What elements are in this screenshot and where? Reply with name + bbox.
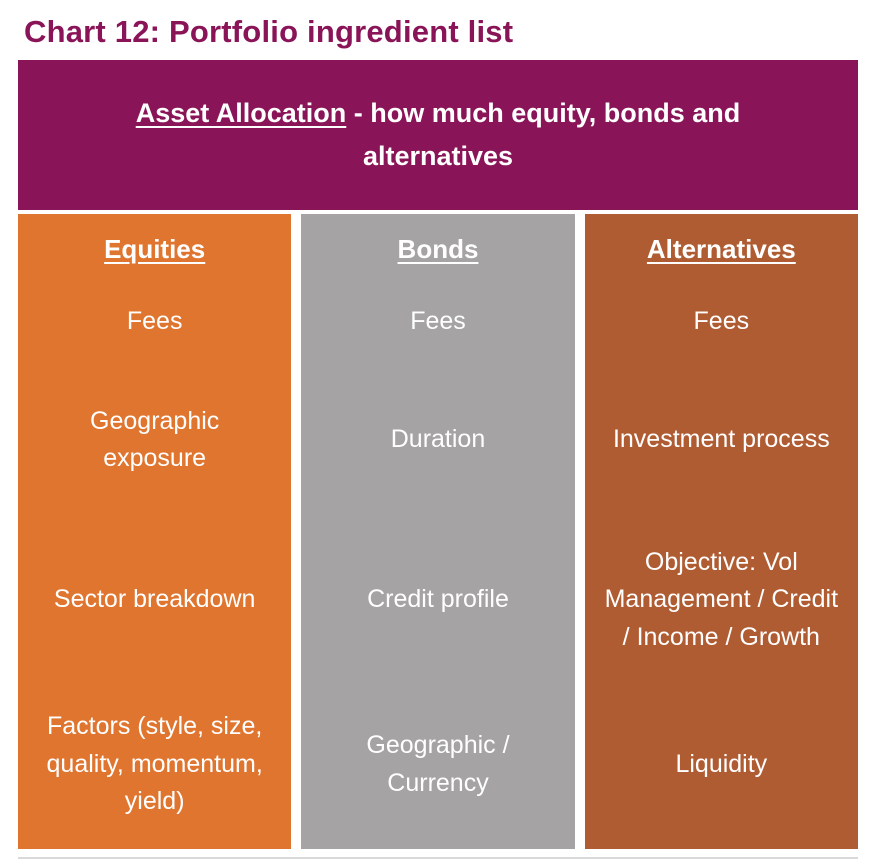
alternatives-objective-label: Objective: Vol Management / Credit / Inc… <box>604 547 839 651</box>
alternatives-liquidity-label: Liquidity <box>675 749 768 778</box>
header-text-underlined: Asset Allocation <box>135 97 347 128</box>
equities-column-header-label: Equities <box>104 233 206 264</box>
bonds-credit-profile-cell: Credit profile <box>301 520 575 680</box>
alternatives-fees-cell: Fees <box>584 284 858 360</box>
asset-allocation-header-text: Asset Allocation - how much equity, bond… <box>98 92 778 178</box>
alternatives-column-header: Alternatives <box>584 214 858 284</box>
asset-allocation-header: Asset Allocation - how much equity, bond… <box>18 60 858 210</box>
alternatives-objective-cell: Objective: Vol Management / Credit / Inc… <box>584 520 858 680</box>
equities-sector-breakdown-label: Sector breakdown <box>53 585 256 614</box>
bonds-column-header: Bonds <box>301 214 575 284</box>
alternatives-investment-process-cell: Investment process <box>584 360 858 520</box>
bonds-credit-profile-label: Credit profile <box>367 585 509 614</box>
equities-geographic-exposure-label: Geographic exposure <box>90 406 220 473</box>
equities-factors-cell: Factors (style, size, quality, momentum,… <box>18 680 292 849</box>
bonds-geographic-currency-cell: Geographic / Currency <box>301 680 575 849</box>
bonds-fees-label: Fees <box>410 307 466 336</box>
equities-fees-label: Fees <box>126 307 183 336</box>
equities-sector-breakdown-cell: Sector breakdown <box>18 520 292 680</box>
bonds-geographic-currency-label: Geographic / Currency <box>366 731 510 797</box>
alternatives-investment-process-label: Investment process <box>612 425 830 454</box>
equities-geographic-exposure-cell: Geographic exposure <box>18 360 292 520</box>
bottom-divider <box>18 857 858 859</box>
bonds-duration-label: Duration <box>390 425 486 454</box>
alternatives-fees-label: Fees <box>693 307 750 336</box>
bonds-fees-cell: Fees <box>301 284 575 360</box>
equities-column-header: Equities <box>18 214 292 284</box>
ingredient-columns-grid: Equities Bonds Alternatives Fees Fees Fe… <box>18 214 858 849</box>
bonds-duration-cell: Duration <box>301 360 575 520</box>
header-text-rest: - how much equity, bonds and alternative… <box>346 97 741 171</box>
page-title: Chart 12: Portfolio ingredient list <box>24 14 514 49</box>
equities-factors-label: Factors (style, size, quality, momentum,… <box>46 712 263 816</box>
bonds-column-header-label: Bonds <box>397 233 479 264</box>
alternatives-column-header-label: Alternatives <box>646 233 796 264</box>
alternatives-liquidity-cell: Liquidity <box>584 680 858 849</box>
equities-fees-cell: Fees <box>18 284 292 360</box>
